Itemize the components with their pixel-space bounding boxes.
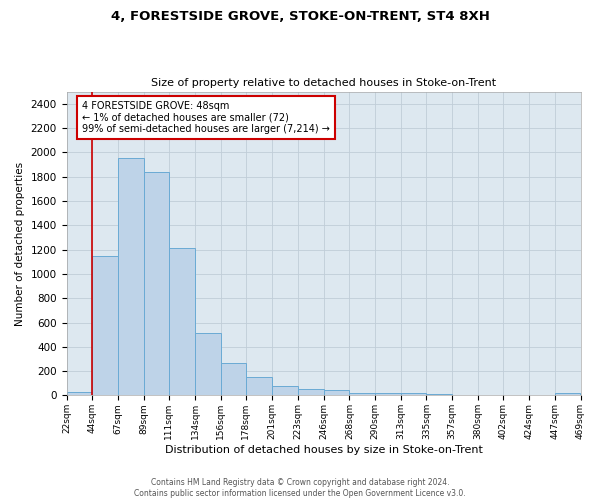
Bar [452, 395, 478, 396]
Text: Contains HM Land Registry data © Crown copyright and database right 2024.
Contai: Contains HM Land Registry data © Crown c… [134, 478, 466, 498]
Bar [401, 393, 427, 396]
Bar [478, 395, 503, 396]
Bar [143, 172, 169, 396]
Bar [92, 256, 118, 396]
Bar [67, 392, 92, 396]
X-axis label: Distribution of detached houses by size in Stoke-on-Trent: Distribution of detached houses by size … [164, 445, 482, 455]
Bar [374, 394, 401, 396]
Bar [529, 395, 555, 396]
Bar [221, 363, 246, 396]
Text: 4, FORESTSIDE GROVE, STOKE-ON-TRENT, ST4 8XH: 4, FORESTSIDE GROVE, STOKE-ON-TRENT, ST4… [110, 10, 490, 23]
Bar [169, 248, 196, 396]
Bar [349, 393, 374, 396]
Bar [503, 395, 529, 396]
Bar [118, 158, 143, 396]
Bar [246, 376, 272, 396]
Text: 4 FORESTSIDE GROVE: 48sqm
← 1% of detached houses are smaller (72)
99% of semi-d: 4 FORESTSIDE GROVE: 48sqm ← 1% of detach… [82, 100, 330, 134]
Y-axis label: Number of detached properties: Number of detached properties [15, 162, 25, 326]
Bar [298, 390, 324, 396]
Bar [324, 390, 349, 396]
Bar [272, 386, 298, 396]
Bar [427, 394, 452, 396]
Bar [555, 393, 580, 396]
Bar [196, 333, 221, 396]
Title: Size of property relative to detached houses in Stoke-on-Trent: Size of property relative to detached ho… [151, 78, 496, 88]
